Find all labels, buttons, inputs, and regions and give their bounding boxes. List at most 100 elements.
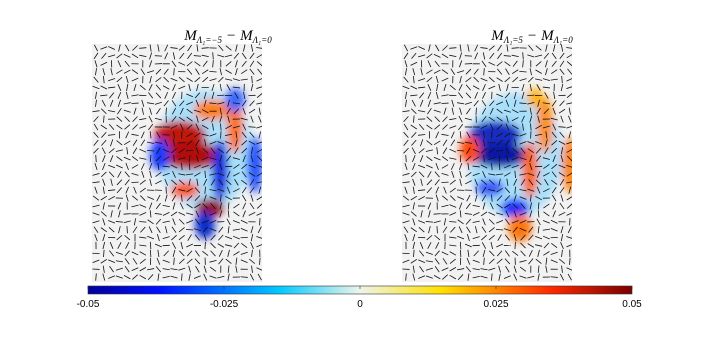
arrow bbox=[155, 92, 162, 99]
arrow bbox=[186, 243, 194, 248]
arrow bbox=[178, 179, 185, 186]
arrow bbox=[426, 234, 433, 241]
arrow bbox=[233, 242, 240, 249]
arrow bbox=[482, 249, 486, 257]
arrow bbox=[179, 107, 184, 115]
arrow bbox=[196, 115, 199, 123]
arrow bbox=[417, 110, 426, 113]
arrow bbox=[512, 226, 518, 233]
arrow bbox=[527, 243, 535, 248]
arrow bbox=[186, 124, 193, 130]
title-part: M bbox=[490, 28, 505, 44]
arrow bbox=[551, 242, 558, 249]
arrow bbox=[171, 242, 177, 249]
arrow bbox=[505, 123, 510, 131]
arrow bbox=[149, 52, 153, 60]
arrow bbox=[417, 86, 426, 89]
title-part: Λ₁=0 bbox=[252, 35, 273, 45]
arrow bbox=[241, 52, 247, 60]
arrow bbox=[201, 124, 209, 130]
arrow bbox=[488, 61, 496, 66]
arrow bbox=[402, 212, 410, 216]
colorbar-tick-label: -0.025 bbox=[210, 299, 239, 310]
arrow bbox=[566, 244, 572, 248]
arrow bbox=[102, 178, 106, 186]
arrow bbox=[496, 212, 504, 216]
arrow bbox=[529, 210, 533, 218]
arrow bbox=[178, 258, 185, 265]
arrow bbox=[259, 257, 261, 265]
arrow bbox=[108, 164, 116, 169]
arrow bbox=[100, 211, 107, 217]
arrow bbox=[125, 163, 129, 170]
arrow bbox=[496, 108, 503, 114]
arrow bbox=[131, 77, 139, 82]
arrow bbox=[512, 148, 519, 154]
arrow bbox=[154, 141, 163, 144]
arrow bbox=[186, 93, 194, 98]
arrow bbox=[179, 250, 185, 257]
arrow bbox=[506, 178, 509, 186]
arrow bbox=[178, 212, 186, 216]
arrow bbox=[156, 147, 161, 154]
arrow bbox=[250, 194, 254, 202]
arrow bbox=[132, 124, 138, 130]
arrow bbox=[172, 91, 176, 99]
arrow bbox=[514, 139, 517, 147]
arrow bbox=[149, 44, 152, 52]
arrow bbox=[225, 235, 233, 240]
arrow bbox=[139, 47, 147, 49]
arrow bbox=[404, 68, 408, 76]
arrow bbox=[535, 69, 542, 74]
arrow bbox=[504, 172, 511, 177]
arrow bbox=[194, 250, 200, 257]
arrow bbox=[441, 69, 449, 75]
arrow bbox=[256, 86, 262, 89]
arrow bbox=[101, 52, 107, 59]
arrow bbox=[108, 259, 116, 264]
arrow bbox=[225, 179, 232, 186]
arrow bbox=[496, 77, 503, 82]
arrow bbox=[148, 162, 153, 171]
arrow bbox=[425, 267, 433, 271]
arrow bbox=[102, 241, 106, 250]
arrow bbox=[542, 86, 551, 89]
arrow bbox=[505, 139, 510, 147]
arrow bbox=[466, 226, 471, 233]
arrow bbox=[116, 187, 123, 194]
arrow bbox=[426, 124, 433, 130]
arrow bbox=[403, 123, 409, 131]
arrow bbox=[550, 117, 558, 121]
arrow bbox=[139, 251, 147, 256]
arrow bbox=[425, 260, 434, 263]
arrow bbox=[92, 181, 100, 184]
arrow bbox=[552, 107, 556, 115]
arrow bbox=[140, 163, 145, 170]
arrow bbox=[552, 194, 557, 202]
arrow bbox=[559, 202, 565, 210]
arrow bbox=[217, 54, 225, 58]
arrow bbox=[133, 218, 137, 226]
arrow bbox=[537, 202, 540, 210]
arrow bbox=[170, 275, 178, 279]
arrow bbox=[535, 147, 542, 154]
arrow bbox=[498, 178, 501, 186]
arrow bbox=[566, 212, 572, 216]
arrow bbox=[483, 139, 485, 147]
arrow bbox=[243, 91, 246, 100]
arrow bbox=[256, 181, 262, 184]
arrow bbox=[125, 76, 129, 84]
arrow bbox=[186, 195, 193, 201]
arrow bbox=[123, 156, 131, 161]
arrow bbox=[457, 219, 464, 225]
arrow bbox=[404, 186, 408, 194]
arrow bbox=[560, 233, 564, 242]
arrow bbox=[140, 131, 145, 139]
arrow bbox=[458, 92, 464, 99]
arrow bbox=[227, 273, 230, 281]
arrow bbox=[178, 85, 186, 90]
arrow bbox=[162, 259, 170, 263]
arrow bbox=[257, 226, 262, 234]
arrow bbox=[227, 202, 230, 210]
arrow bbox=[170, 47, 178, 49]
